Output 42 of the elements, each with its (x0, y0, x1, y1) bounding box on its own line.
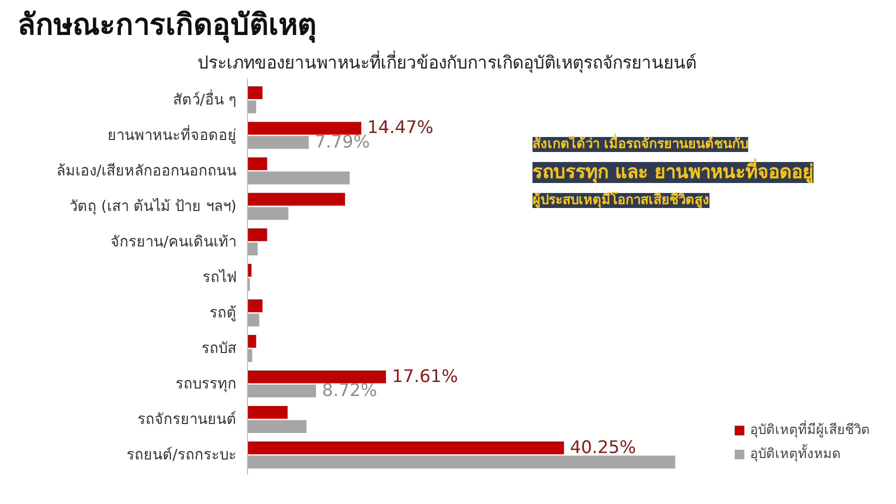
bar (248, 299, 262, 312)
bar (248, 456, 676, 468)
bar (248, 122, 362, 135)
chart-subtitle: ประเภทของยานพาหนะที่เกี่ยวข้องกับการเกิดอุบัติเหตุรถจักรยานยนต์ (198, 50, 696, 74)
bar (248, 172, 350, 184)
chart-title: ลักษณะการเกิดอุบัติเหตุ (18, 8, 316, 42)
data-label: 7.79% (314, 132, 370, 152)
data-label: 17.61% (392, 366, 458, 387)
y-tick-label: รถบัส (202, 340, 236, 357)
bar (248, 207, 288, 220)
bar (248, 86, 262, 100)
legend-label: อุบัติเหตุที่มีผู้เสียชีวิต (750, 419, 870, 440)
bar (248, 334, 256, 348)
bar (248, 384, 316, 398)
y-tick-label: รถบรรทุก (176, 375, 236, 392)
data-label: 40.25% (570, 438, 636, 458)
y-tick-label: วัตถุ (เสา ต้นไม้ ป้าย ฯลฯ) (69, 196, 237, 215)
bar (248, 420, 306, 433)
bar (248, 192, 345, 206)
y-tick-label: รถไฟ (202, 268, 236, 286)
bar (248, 157, 268, 170)
y-tick-label: รถตู้ (210, 304, 236, 322)
data-label: 8.72% (322, 381, 378, 402)
bar (248, 242, 258, 256)
bar (248, 370, 386, 384)
y-tick-label: สัตว์/อื่น ๆ (172, 89, 237, 108)
bar (248, 136, 309, 149)
annotation: ผู้ประสบเหตุมีโอกาสเสียชีวิตสูง (532, 191, 710, 208)
bar (248, 314, 260, 326)
y-tick-label: ล้มเอง/เสียหลักออกนอกถนน (56, 162, 237, 180)
data-label: 14.47% (367, 118, 434, 138)
y-tick-label: รถยนต์/รถกระบะ (126, 446, 237, 464)
annotation: สังเกตได้ว่า เมื่อรถจักรยานยนต์ชนกับ (532, 133, 748, 152)
y-tick-label: รถจักรยานยนต์ (138, 410, 236, 428)
annotation: รถบรรทุก และ ยานพาหนะที่จอดอยู่ (532, 158, 814, 184)
y-tick-label: ยานพาหนะที่จอดอยู่ (108, 124, 236, 144)
legend-label: อุบัติเหตุทั้งหมด (750, 443, 841, 464)
bar (248, 441, 564, 454)
bar (248, 228, 268, 242)
bar (248, 406, 288, 419)
bar (248, 100, 256, 114)
y-tick-label: จักรยาน/คนเดินเท้า (110, 233, 237, 250)
